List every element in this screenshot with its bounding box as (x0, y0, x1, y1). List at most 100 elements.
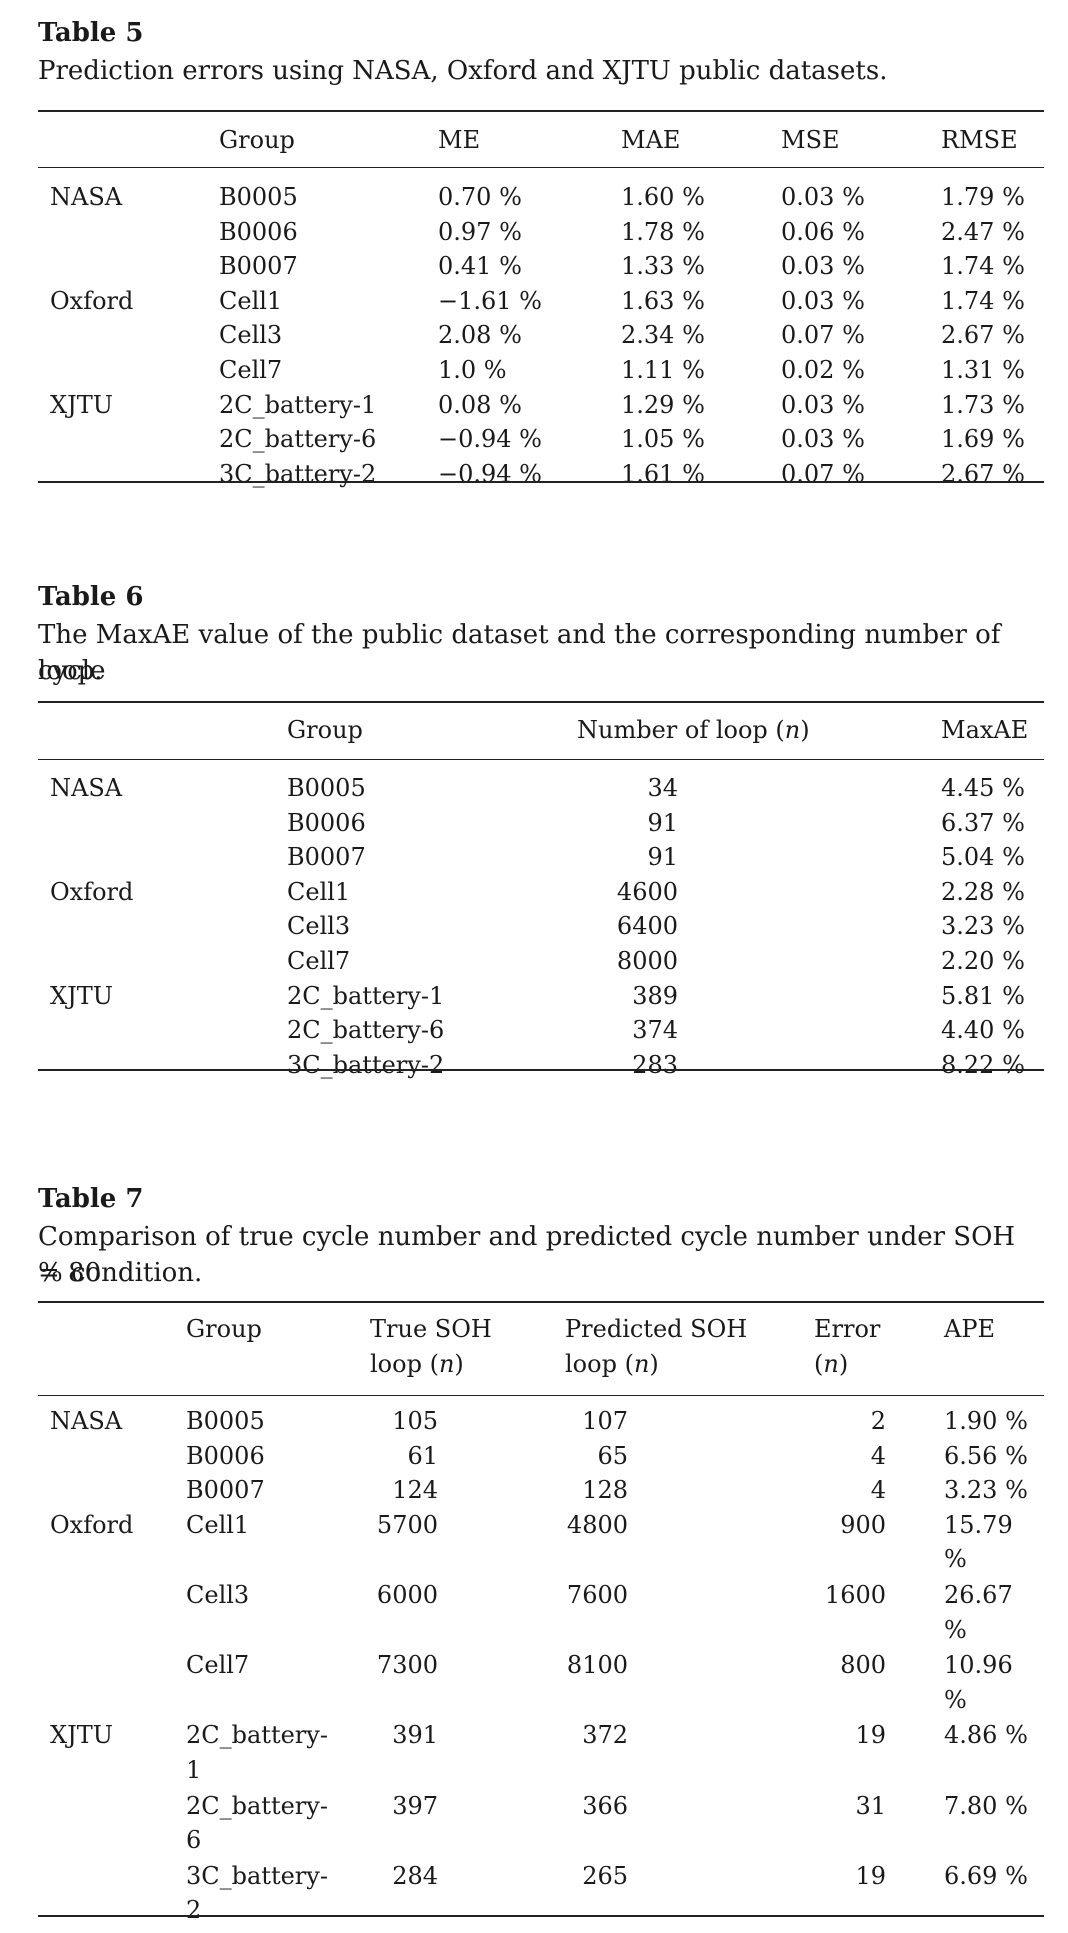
mae-cell: 1.05 % (621, 425, 705, 453)
header-true-soh-line1: True SOH (370, 1315, 492, 1343)
mae-cell: 1.29 % (621, 391, 705, 419)
header-loop-text: loop ( (370, 1350, 439, 1378)
ape-cell: 6.56 % (944, 1442, 1028, 1470)
rmse-cell: 1.74 % (941, 287, 1025, 315)
header-me: ME (438, 126, 481, 154)
group-cell: B0005 (186, 1407, 265, 1435)
bottom-rule (38, 1915, 1044, 1917)
header-n-symbol: n (633, 1350, 650, 1378)
group-cell: B0006 (287, 809, 366, 837)
mse-cell: 0.02 % (781, 356, 865, 384)
me-cell: −0.94 % (438, 460, 542, 488)
header-close-paren: ) (800, 716, 810, 744)
dataset-cell: NASA (50, 1407, 123, 1435)
predicted-soh-loop-cell: 366 (582, 1792, 628, 1820)
header-error-line2: (n) (814, 1347, 848, 1382)
ape-cell: 1.90 % (944, 1407, 1028, 1435)
group-cell: Cell1 (186, 1511, 250, 1539)
group-cell: B0005 (219, 183, 298, 211)
mse-cell: 0.06 % (781, 218, 865, 246)
group-cell: Cell3 (186, 1581, 250, 1609)
rmse-cell: 2.67 % (941, 460, 1025, 488)
group-cell: B0007 (186, 1476, 265, 1504)
header-rule (38, 167, 1044, 168)
header-loop-text: loop ( (565, 1350, 634, 1378)
error-cell: 1600 (824, 1581, 886, 1609)
dataset-cell: Oxford (50, 1511, 134, 1539)
predicted-soh-loop-cell: 4800 (566, 1511, 628, 1539)
maxae-cell: 4.40 % (941, 1016, 1025, 1044)
mse-cell: 0.03 % (781, 425, 865, 453)
mae-cell: 1.33 % (621, 252, 705, 280)
group-cell-continued: 2 (186, 1896, 202, 1924)
header-predicted-soh-line1: Predicted SOH (565, 1315, 748, 1343)
header-n-symbol: n (784, 716, 801, 744)
maxae-cell: 4.45 % (941, 774, 1025, 802)
table-5-caption: Prediction errors using NASA, Oxford and… (38, 56, 888, 86)
top-rule (38, 110, 1044, 112)
loop-count-cell: 374 (632, 1016, 678, 1044)
header-rule (38, 1395, 1044, 1396)
ape-cell: 26.67 (944, 1581, 1013, 1609)
maxae-cell: 3.23 % (941, 912, 1025, 940)
group-cell: 2C_battery- (186, 1721, 328, 1749)
me-cell: −0.94 % (438, 425, 542, 453)
error-cell: 19 (855, 1862, 886, 1890)
mae-cell: 1.78 % (621, 218, 705, 246)
ape-cell-continued: % (944, 1616, 967, 1644)
header-close-paren: ) (649, 1350, 659, 1378)
group-cell: B0007 (287, 843, 366, 871)
error-cell: 4 (870, 1442, 886, 1470)
true-soh-loop-cell: 6000 (376, 1581, 438, 1609)
group-cell-continued: 1 (186, 1756, 202, 1784)
header-rmse: RMSE (941, 126, 1018, 154)
error-cell: 800 (840, 1651, 886, 1679)
predicted-soh-loop-cell: 372 (582, 1721, 628, 1749)
predicted-soh-loop-cell: 65 (597, 1442, 628, 1470)
loop-count-cell: 283 (632, 1051, 678, 1079)
mae-cell: 1.60 % (621, 183, 705, 211)
table-6-label: Table 6 (38, 582, 144, 612)
group-cell: Cell1 (287, 878, 351, 906)
error-cell: 31 (855, 1792, 886, 1820)
bottom-rule (38, 1069, 1044, 1071)
group-cell: 3C_battery- (186, 1862, 328, 1890)
header-group: Group (186, 1315, 262, 1343)
true-soh-loop-cell: 5700 (376, 1511, 438, 1539)
group-cell: Cell7 (219, 356, 283, 384)
loop-count-cell: 6400 (616, 912, 678, 940)
me-cell: −1.61 % (438, 287, 542, 315)
group-cell: Cell7 (186, 1651, 250, 1679)
header-maxae: MaxAE (941, 716, 1029, 744)
mae-cell: 2.34 % (621, 321, 705, 349)
predicted-soh-loop-cell: 128 (582, 1476, 628, 1504)
mse-cell: 0.07 % (781, 460, 865, 488)
rmse-cell: 1.79 % (941, 183, 1025, 211)
loop-count-cell: 34 (647, 774, 678, 802)
dataset-cell: XJTU (50, 1721, 113, 1749)
header-ape: APE (944, 1315, 995, 1343)
rmse-cell: 1.69 % (941, 425, 1025, 453)
header-mae: MAE (621, 126, 681, 154)
header-n-symbol: n (438, 1350, 455, 1378)
mse-cell: 0.03 % (781, 287, 865, 315)
header-number-of-loop: Number of loop (n) (577, 713, 810, 748)
true-soh-loop-cell: 284 (392, 1862, 438, 1890)
me-cell: 0.41 % (438, 252, 522, 280)
header-true-soh-line2: loop (n) (370, 1347, 464, 1382)
header-number-of-loop-text: Number of loop ( (577, 716, 785, 744)
group-cell: B0006 (219, 218, 298, 246)
mse-cell: 0.07 % (781, 321, 865, 349)
error-cell: 900 (840, 1511, 886, 1539)
group-cell-continued: 6 (186, 1826, 202, 1854)
maxae-cell: 5.04 % (941, 843, 1025, 871)
me-cell: 2.08 % (438, 321, 522, 349)
rmse-cell: 2.67 % (941, 321, 1025, 349)
table-5-label: Table 5 (38, 18, 144, 48)
group-cell: Cell1 (219, 287, 283, 315)
mae-cell: 1.11 % (621, 356, 705, 384)
table-6-caption-line2: loop. (38, 656, 103, 686)
header-error-line1: Error (814, 1315, 881, 1343)
table-7-caption-line1: Comparison of true cycle number and pred… (38, 1222, 1016, 1288)
loop-count-cell: 4600 (616, 878, 678, 906)
